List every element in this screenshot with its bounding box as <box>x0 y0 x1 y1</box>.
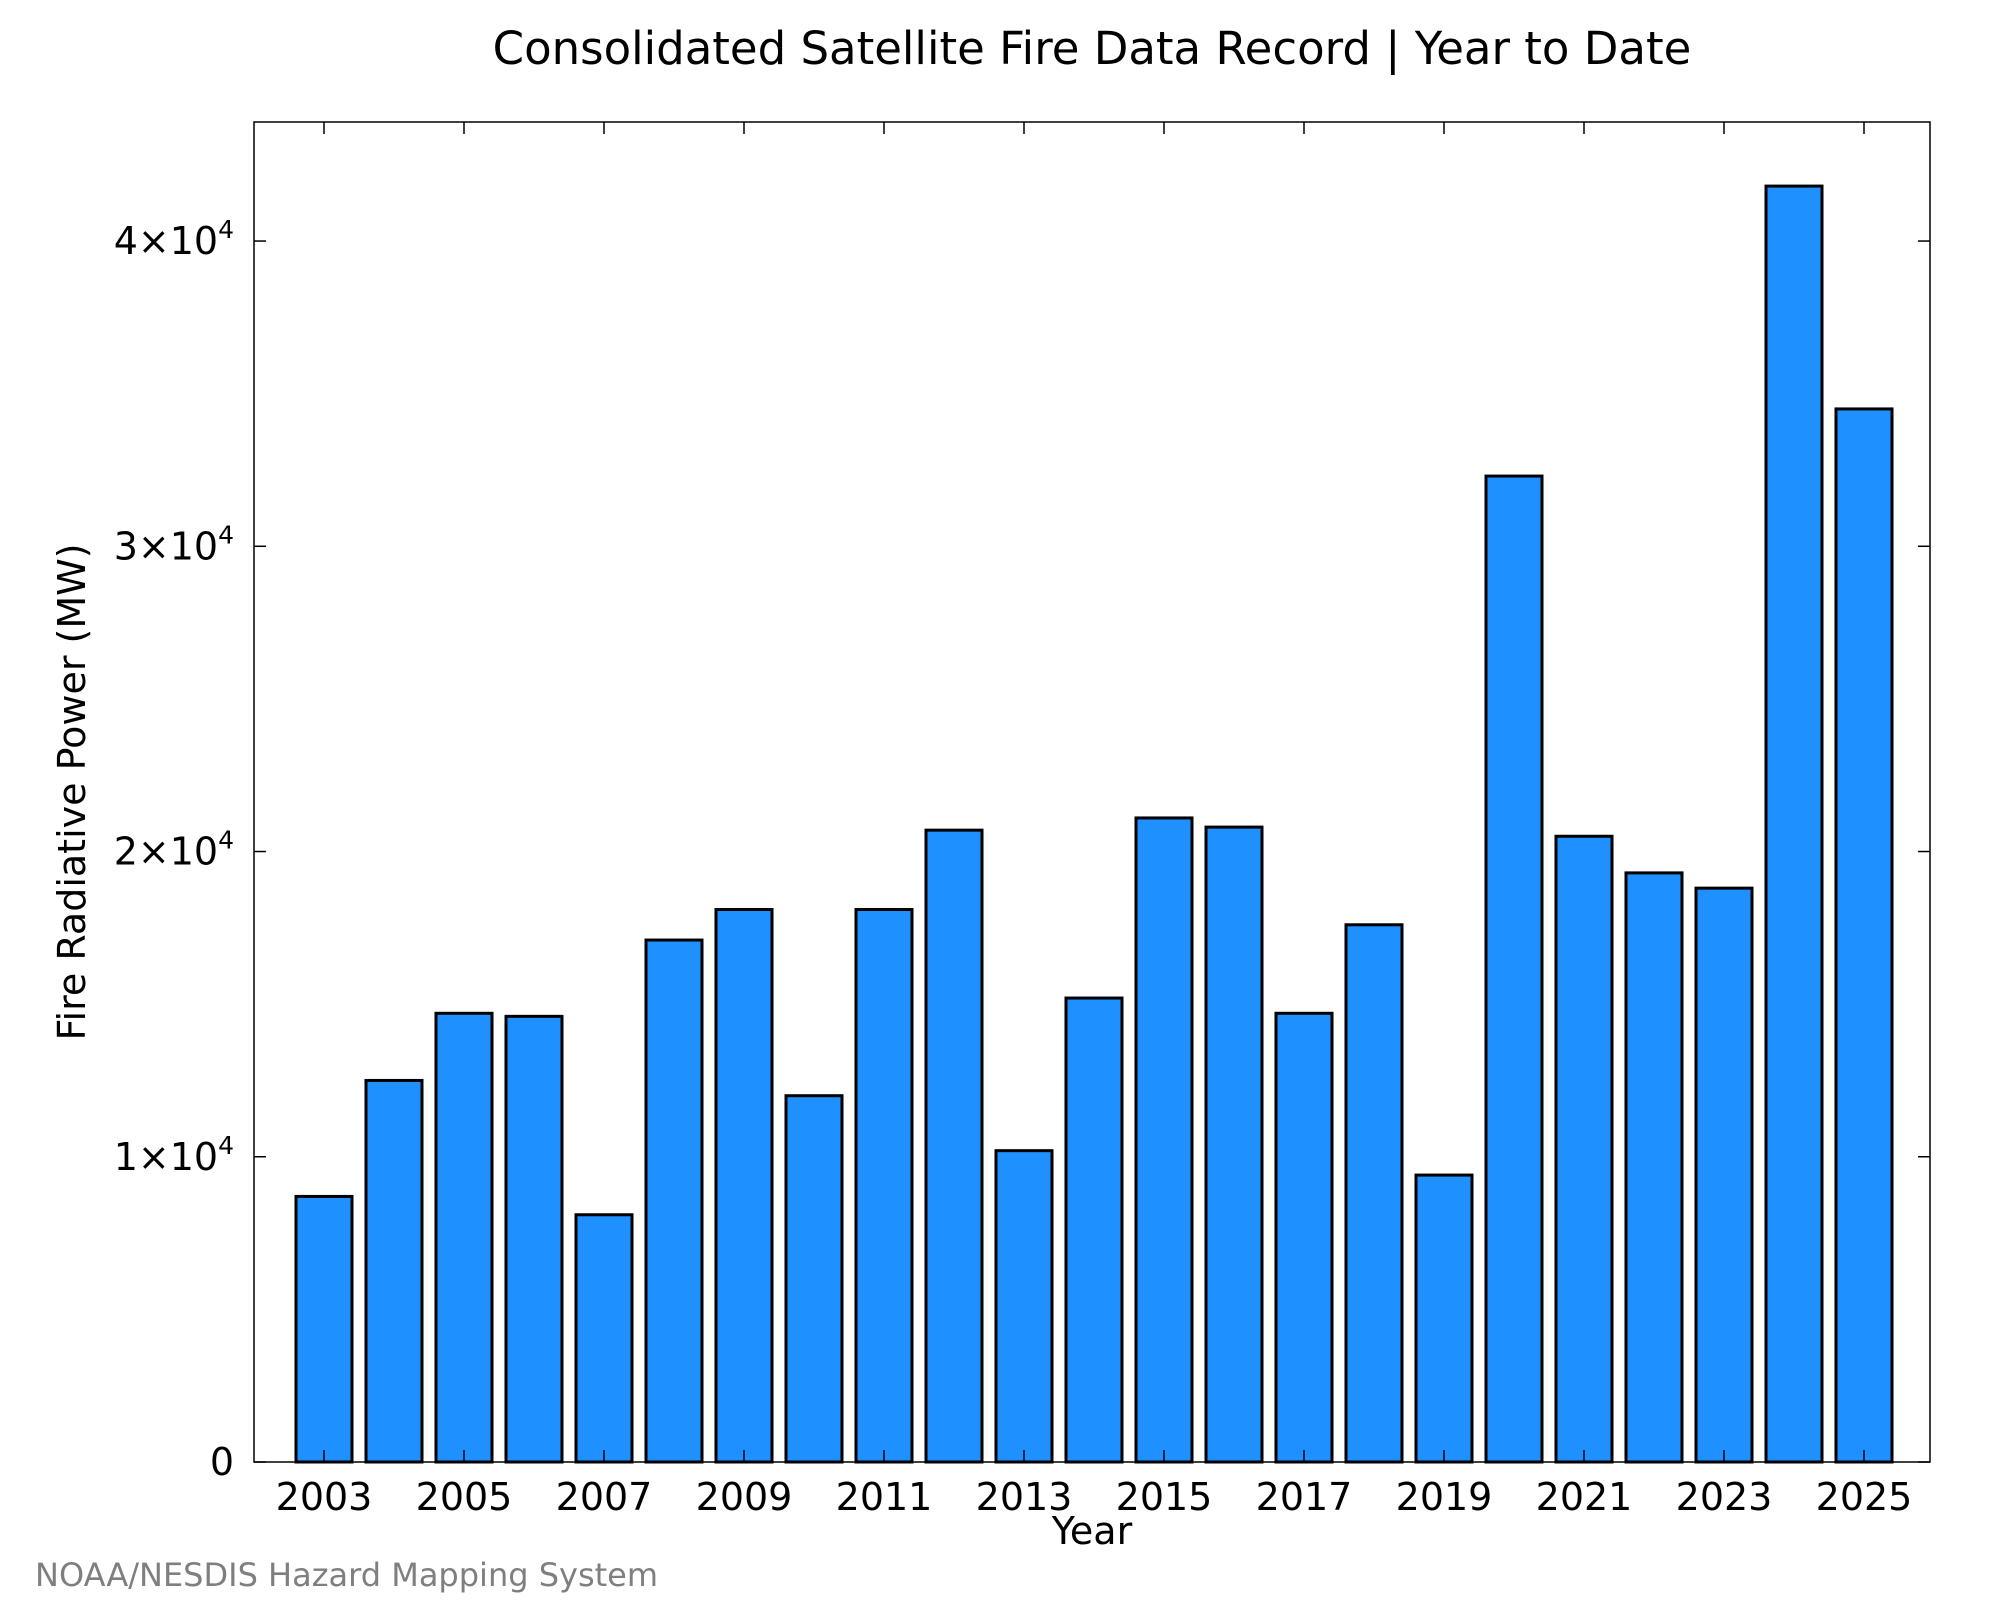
x-tick-label-2015: 2015 <box>1116 1475 1213 1519</box>
x-axis-ticks: 2003 2005 2007 2009 2011 2013 2015 2017 2019 2021… <box>276 122 1913 1519</box>
x-axis-label: Year <box>1051 1509 1133 1553</box>
bar-2009 <box>714 908 774 1464</box>
y-tick-label-10000: 1×104 <box>114 1131 234 1179</box>
bar-2004 <box>364 1078 424 1464</box>
bar-2021 <box>1554 834 1614 1464</box>
x-tick-label-2005: 2005 <box>416 1475 513 1519</box>
bar-2014 <box>1064 996 1124 1464</box>
bars-group <box>294 184 1894 1464</box>
x-tick-label-2007: 2007 <box>556 1475 653 1519</box>
x-tick-label-2009: 2009 <box>696 1475 793 1519</box>
bar-2024 <box>1764 184 1824 1464</box>
y-axis-ticks: 0 1×104 2×104 3×104 4×104 <box>114 215 1930 1484</box>
bar-2005 <box>434 1011 494 1464</box>
bar-2022 <box>1624 871 1684 1464</box>
x-tick-label-2017: 2017 <box>1256 1475 1353 1519</box>
x-tick-label-2003: 2003 <box>276 1475 373 1519</box>
bar-2025 <box>1834 407 1894 1464</box>
source-note: NOAA/NESDIS Hazard Mapping System <box>35 1556 658 1594</box>
bar-2006 <box>504 1014 564 1464</box>
bar-2016 <box>1204 825 1264 1464</box>
y-axis-label: Fire Radiative Power (MW) <box>50 543 94 1040</box>
bar-2013 <box>994 1149 1054 1464</box>
chart-title: Consolidated Satellite Fire Data Record … <box>493 22 1692 75</box>
bar-2012 <box>924 828 984 1464</box>
bar-2003 <box>294 1194 354 1464</box>
bar-2019 <box>1414 1173 1474 1464</box>
bar-2018 <box>1344 923 1404 1464</box>
x-tick-label-2023: 2023 <box>1676 1475 1773 1519</box>
bar-2010 <box>784 1094 844 1464</box>
bar-2015 <box>1134 816 1194 1464</box>
y-tick-label-40000: 4×104 <box>114 215 234 263</box>
y-tick-label-0: 0 <box>210 1440 234 1484</box>
y-tick-label-30000: 3×104 <box>114 520 234 568</box>
x-tick-label-2021: 2021 <box>1536 1475 1633 1519</box>
bar-2023 <box>1694 886 1754 1464</box>
x-tick-label-2013: 2013 <box>976 1475 1073 1519</box>
bar-2011 <box>854 908 914 1464</box>
bar-2017 <box>1274 1011 1334 1464</box>
x-tick-label-2019: 2019 <box>1396 1475 1493 1519</box>
x-tick-label-2011: 2011 <box>836 1475 933 1519</box>
bar-2020 <box>1484 474 1544 1464</box>
x-tick-label-2025: 2025 <box>1816 1475 1913 1519</box>
bar-2008 <box>644 938 704 1464</box>
y-tick-label-20000: 2×104 <box>114 826 234 874</box>
bar-2007 <box>574 1213 634 1464</box>
